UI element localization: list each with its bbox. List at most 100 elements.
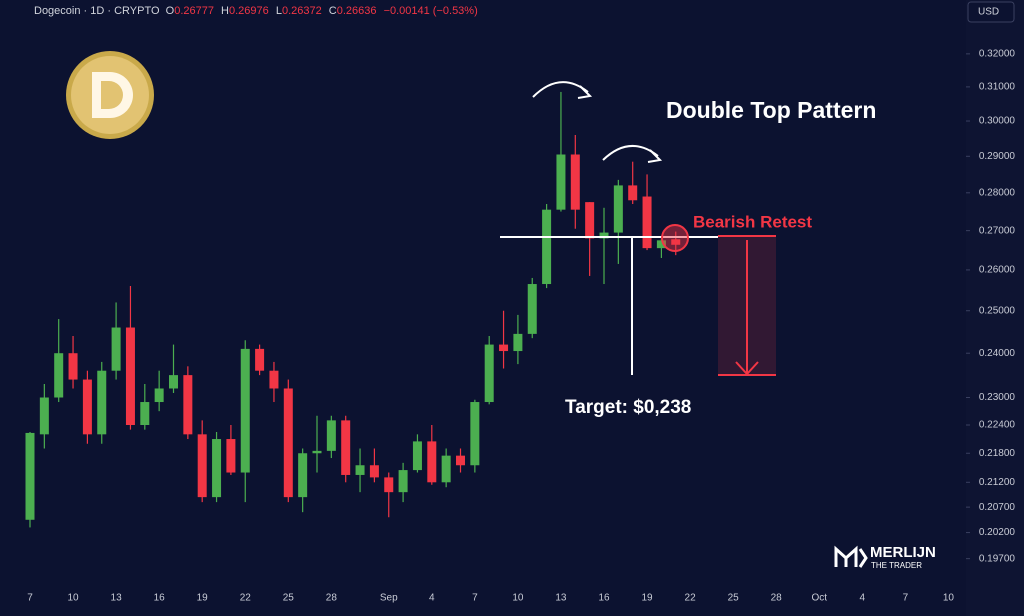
x-tick-label: 10 — [512, 593, 524, 604]
y-tick-label: 0.20700 — [979, 502, 1016, 513]
candle-body — [97, 370, 107, 435]
candle-body — [269, 370, 279, 389]
arrow-head — [577, 85, 593, 99]
candle-body — [513, 333, 523, 352]
ohlc-key: O — [165, 5, 175, 17]
candle-body — [484, 344, 494, 403]
x-tick-label: 10 — [943, 593, 955, 604]
candle-body — [125, 327, 135, 426]
x-tick-label: 10 — [67, 593, 79, 604]
watermark-sub: THE TRADER — [871, 561, 922, 570]
candle-body — [54, 353, 64, 398]
y-tick-label: 0.19700 — [979, 553, 1016, 564]
candle-body — [656, 240, 666, 249]
candle-body — [613, 185, 623, 233]
ohlc-key: C — [328, 5, 337, 17]
arrow-head — [647, 149, 663, 163]
currency-label: USD — [978, 7, 999, 18]
candle-body — [585, 202, 595, 239]
x-tick-label: 16 — [154, 593, 166, 604]
target-label: Target: $0,238 — [565, 397, 691, 418]
x-tick-label: 7 — [472, 593, 478, 604]
candles — [25, 91, 681, 528]
candle-body — [240, 348, 250, 473]
x-tick-label: 28 — [771, 593, 783, 604]
ohlc-value: 0.26636 — [336, 5, 377, 17]
ohlc-key: L — [275, 5, 282, 17]
candle-body — [39, 397, 49, 435]
ohlc-key: H — [221, 5, 229, 17]
x-tick-label: 7 — [903, 593, 909, 604]
currency-button[interactable] — [967, 1, 1015, 23]
candle-body — [183, 375, 193, 435]
x-tick-label: 25 — [283, 593, 295, 604]
candle-body — [68, 353, 78, 380]
candle-body — [499, 344, 509, 352]
x-tick-label: Sep — [380, 593, 398, 604]
candle-body — [283, 388, 293, 498]
y-tick-label: 0.24000 — [979, 348, 1016, 359]
candle-body — [570, 154, 580, 210]
y-tick-label: 0.25000 — [979, 305, 1016, 316]
x-tick-label: 25 — [728, 593, 740, 604]
candle-body — [298, 453, 308, 498]
candle-body — [542, 209, 552, 285]
x-tick-label: 28 — [326, 593, 338, 604]
candle-body — [197, 434, 207, 498]
symbol: Dogecoin · 1D · CRYPTO — [34, 5, 160, 17]
y-tick-label: 0.26000 — [979, 265, 1016, 276]
watermark-name: MERLIJN — [870, 544, 936, 561]
candle-body — [642, 196, 652, 249]
candle-body — [226, 439, 236, 473]
x-tick-label: 19 — [641, 593, 653, 604]
x-tick-label: 19 — [197, 593, 209, 604]
candle-body — [212, 439, 222, 498]
y-tick-label: 0.29000 — [979, 151, 1016, 162]
y-tick-label: 0.22400 — [979, 420, 1016, 431]
candle-body — [398, 470, 408, 493]
candle-body — [671, 239, 681, 245]
candle-body — [599, 232, 609, 239]
candle-body — [312, 450, 322, 454]
y-tick-label: 0.21200 — [979, 477, 1016, 488]
candle-body — [169, 375, 178, 389]
retest-label: Bearish Retest — [693, 212, 812, 231]
retest-circle — [661, 224, 689, 252]
candle-body — [556, 154, 566, 210]
y-tick-label: 0.21800 — [979, 448, 1016, 459]
price-axis-panel — [966, 0, 1024, 616]
candle-body — [527, 284, 537, 334]
ohlc-value: 0.26777 — [174, 5, 214, 17]
candle-body — [154, 388, 164, 403]
arrow-head — [735, 361, 759, 376]
y-tick-label: 0.31000 — [979, 82, 1016, 93]
y-tick-label: 0.27000 — [979, 225, 1016, 236]
candle-body — [82, 379, 92, 435]
x-tick-label: 22 — [685, 593, 697, 604]
candle-body — [470, 402, 480, 466]
candle-body — [412, 441, 422, 471]
candle-body — [140, 402, 150, 426]
x-tick-label: 16 — [598, 593, 610, 604]
candle-body — [25, 432, 35, 520]
doge-logo — [66, 51, 154, 139]
candle-body — [369, 465, 379, 478]
symbol-header: Dogecoin · 1D · CRYPTO O0.26777 H0.26976… — [34, 5, 482, 17]
ohlc-value: 0.26372 — [281, 5, 322, 17]
x-tick-label: 4 — [860, 593, 866, 604]
x-tick-label: 13 — [111, 593, 123, 604]
candle-body — [341, 420, 351, 475]
y-tick-label: 0.20200 — [979, 527, 1016, 538]
y-tick-label: 0.23000 — [979, 392, 1016, 403]
candle-body — [355, 465, 365, 475]
x-tick-label: 7 — [27, 593, 33, 604]
candle-body — [384, 477, 394, 493]
merlijn-logo — [834, 545, 868, 568]
y-tick-label: 0.28000 — [979, 187, 1016, 198]
change: −0.00141 (−0.53%) — [383, 5, 478, 17]
candle-body — [441, 455, 451, 483]
x-tick-label: 13 — [555, 593, 567, 604]
